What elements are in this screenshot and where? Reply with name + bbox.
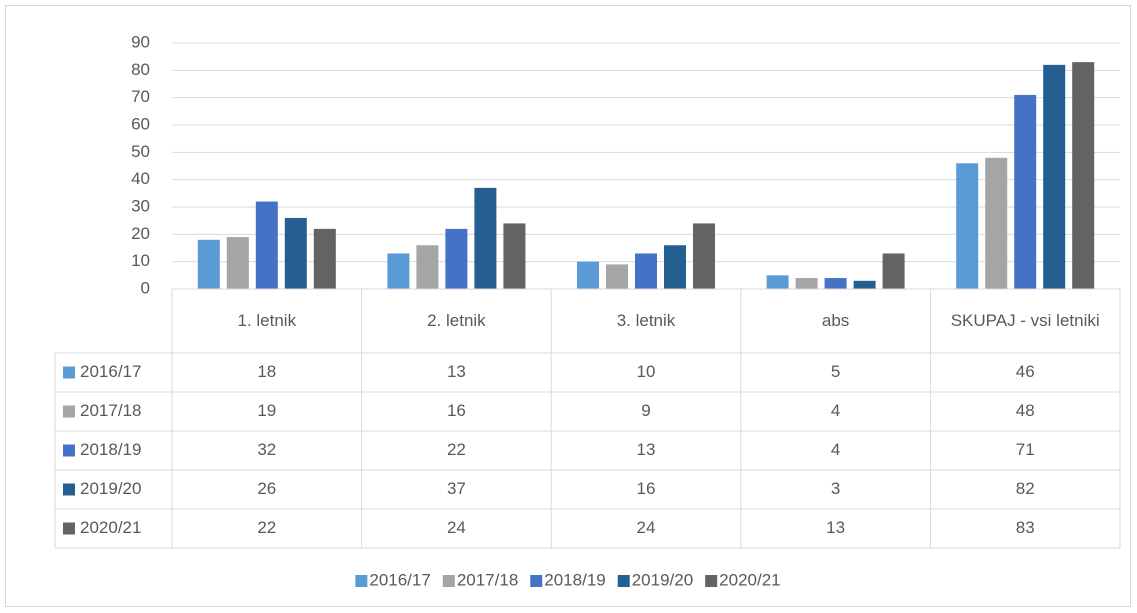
bar bbox=[197, 239, 220, 289]
row-key bbox=[63, 522, 75, 535]
bar bbox=[766, 275, 789, 289]
bar bbox=[284, 217, 307, 289]
y-tick-label: 50 bbox=[131, 142, 150, 161]
bar bbox=[693, 223, 715, 289]
table-value: 3 bbox=[831, 479, 840, 498]
bar bbox=[1072, 62, 1095, 290]
category-cell: 1. letnik bbox=[237, 311, 297, 330]
table-value: 48 bbox=[1016, 401, 1035, 420]
bar bbox=[635, 253, 657, 289]
table-value: 83 bbox=[1016, 518, 1035, 537]
table-value: 13 bbox=[826, 518, 845, 537]
bar bbox=[956, 163, 979, 289]
legend-label: 2019/20 bbox=[632, 570, 693, 589]
table-value: 46 bbox=[1016, 362, 1035, 381]
bar bbox=[824, 278, 847, 289]
table-value: 13 bbox=[637, 440, 656, 459]
category-cell: SKUPAJ - vsi letniki bbox=[950, 311, 1100, 330]
bar bbox=[474, 187, 497, 289]
row-label: 2016/17 bbox=[80, 362, 141, 381]
table-value: 71 bbox=[1016, 440, 1035, 459]
category-cell: abs bbox=[821, 311, 850, 330]
y-tick-label: 40 bbox=[131, 169, 150, 188]
row-key bbox=[63, 483, 75, 496]
bar bbox=[1043, 64, 1066, 289]
bar bbox=[226, 237, 249, 289]
y-tick-label: 0 bbox=[141, 278, 150, 297]
y-tick-label: 60 bbox=[131, 114, 150, 133]
bar bbox=[577, 261, 599, 289]
y-tick-label: 90 bbox=[131, 32, 150, 51]
bar bbox=[445, 228, 468, 289]
x-tick-label: 1. letnik bbox=[237, 311, 297, 330]
table-value: 22 bbox=[447, 440, 466, 459]
x-tick-label: 2. letnik bbox=[427, 311, 486, 330]
bar bbox=[313, 228, 336, 289]
category-cell: 3. letnik bbox=[616, 311, 676, 330]
table-value: 82 bbox=[1016, 479, 1035, 498]
legend-key bbox=[705, 575, 718, 587]
bar bbox=[255, 201, 278, 289]
bar bbox=[606, 264, 628, 289]
x-tick-label: 3. letnik bbox=[616, 311, 676, 330]
table-value: 5 bbox=[831, 362, 840, 381]
row-label: 2020/21 bbox=[80, 518, 141, 537]
row-key bbox=[63, 444, 75, 457]
table-value: 18 bbox=[257, 362, 276, 381]
table-value: 16 bbox=[447, 401, 466, 420]
bar bbox=[416, 245, 439, 289]
row-label: 2017/18 bbox=[80, 401, 141, 420]
legend-key bbox=[530, 575, 543, 587]
y-tick-label: 70 bbox=[131, 87, 150, 106]
row-key bbox=[63, 405, 75, 418]
x-tick-label: abs bbox=[821, 311, 850, 330]
table-value: 16 bbox=[637, 479, 656, 498]
category-cell: 2. letnik bbox=[427, 311, 486, 330]
bar bbox=[985, 157, 1008, 289]
table-value: 13 bbox=[447, 362, 466, 381]
y-tick-label: 10 bbox=[131, 251, 150, 270]
table-value: 9 bbox=[641, 401, 650, 420]
table-value: 10 bbox=[637, 362, 656, 381]
row-label: 2018/19 bbox=[80, 440, 141, 459]
bar bbox=[853, 280, 876, 289]
row-key bbox=[63, 366, 75, 379]
legend-key bbox=[617, 575, 630, 587]
bar bbox=[503, 223, 526, 289]
table-value: 4 bbox=[831, 401, 840, 420]
chart-border bbox=[5, 5, 1131, 607]
bar bbox=[1014, 94, 1037, 289]
y-tick-label: 30 bbox=[131, 196, 150, 215]
legend: 2016/17 2017/18 2018/19 2019/20 2020/21 bbox=[355, 570, 781, 589]
legend-key bbox=[355, 575, 368, 587]
legend-key bbox=[442, 575, 455, 587]
legend-label: 2016/17 bbox=[369, 570, 430, 589]
legend-label: 2017/18 bbox=[457, 570, 518, 589]
y-tick-label: 20 bbox=[131, 224, 150, 243]
y-tick-label: 80 bbox=[131, 60, 150, 79]
bar bbox=[387, 253, 410, 289]
table-value: 19 bbox=[257, 401, 276, 420]
table-value: 26 bbox=[257, 479, 276, 498]
x-tick-label: SKUPAJ - vsi letniki bbox=[950, 311, 1100, 330]
bar bbox=[795, 278, 818, 289]
legend-label: 2020/21 bbox=[719, 570, 780, 589]
table-value: 37 bbox=[447, 479, 466, 498]
row-label: 2019/20 bbox=[80, 479, 141, 498]
table-value: 24 bbox=[447, 518, 466, 537]
table-value: 4 bbox=[831, 440, 840, 459]
legend-label: 2018/19 bbox=[544, 570, 605, 589]
table-value: 24 bbox=[637, 518, 656, 537]
bar bbox=[882, 253, 905, 289]
bar bbox=[664, 245, 686, 289]
table-value: 32 bbox=[257, 440, 276, 459]
table-value: 22 bbox=[257, 518, 276, 537]
